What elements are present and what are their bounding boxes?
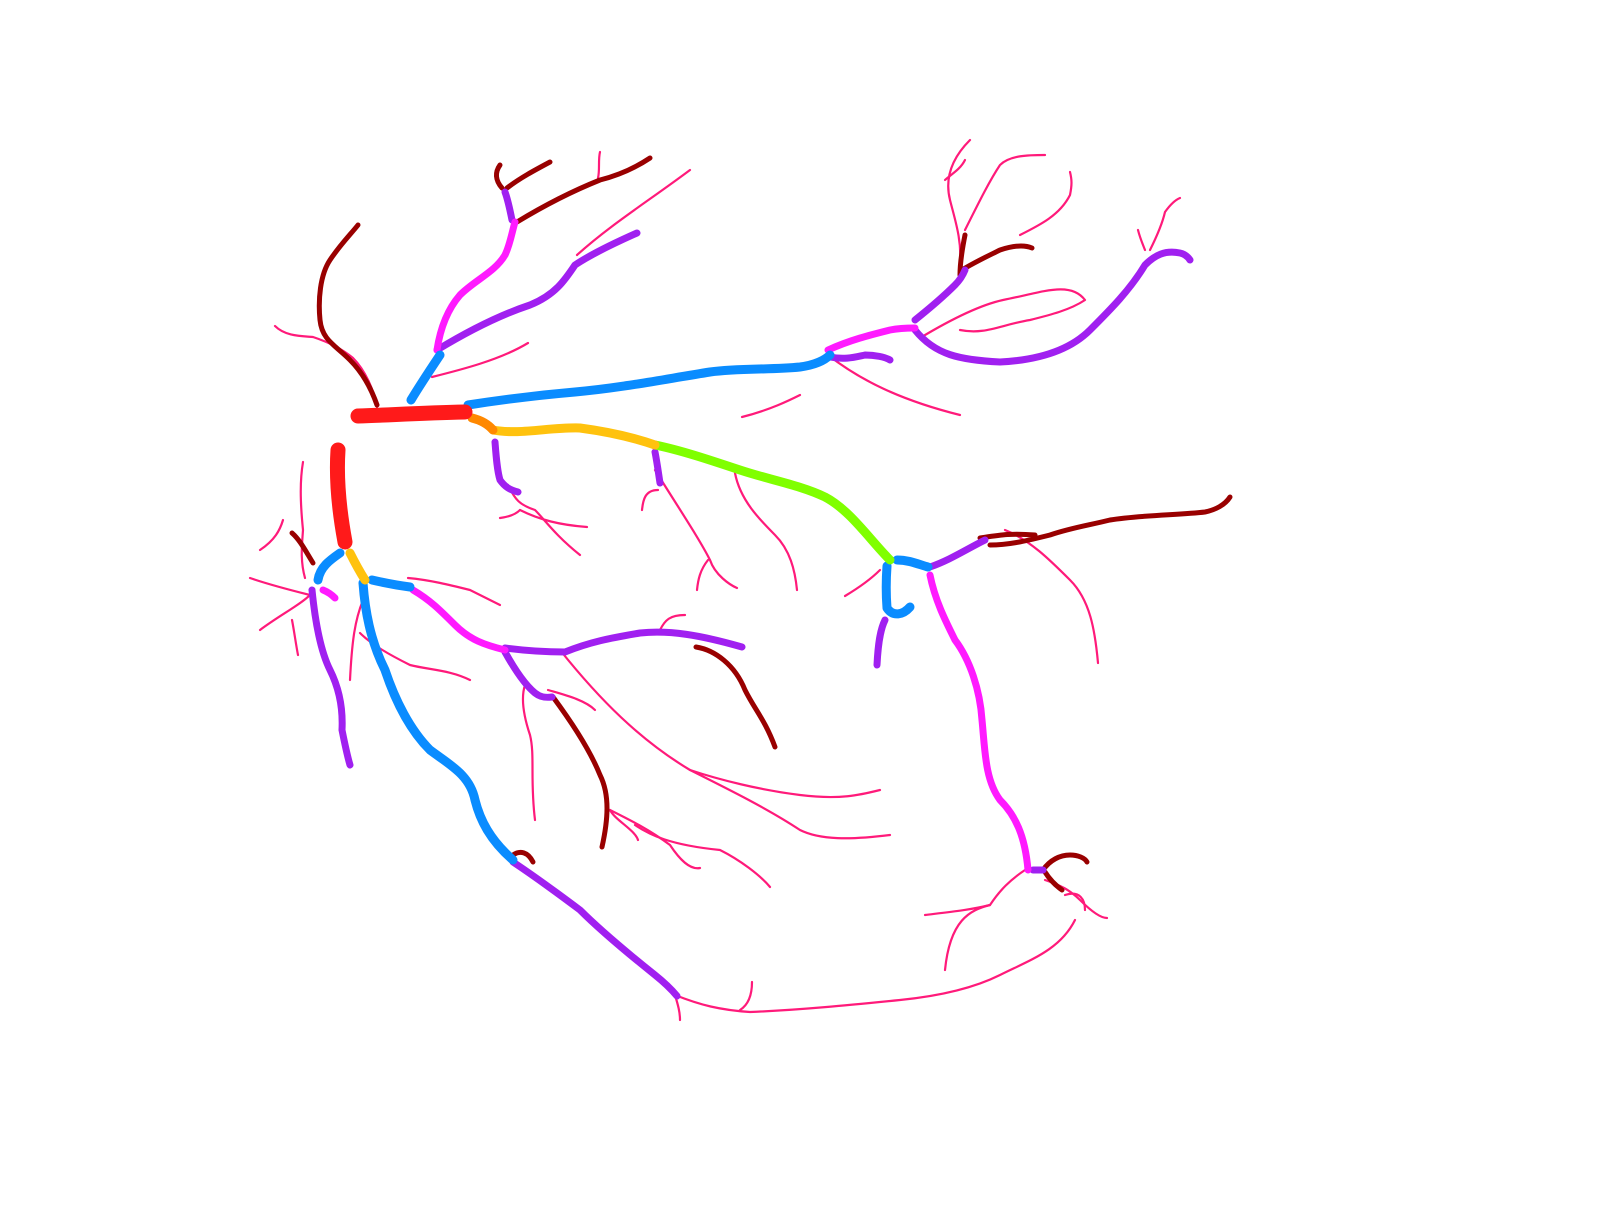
- level-1-vessels: [467, 413, 498, 435]
- vessel-segment: [1042, 869, 1065, 893]
- vessel-segment: [892, 555, 933, 572]
- capillary: [963, 153, 1047, 232]
- capillary: [923, 903, 992, 917]
- vessel-segment: [316, 222, 380, 408]
- vessel-segment: [313, 548, 345, 585]
- capillary: [1148, 196, 1182, 252]
- capillary: [633, 823, 772, 889]
- vessel-segment: [308, 586, 354, 769]
- vessel-segment: [501, 188, 516, 224]
- capillary: [558, 648, 892, 840]
- vessel-segment: [881, 561, 915, 619]
- vessel-segment: [987, 494, 1233, 548]
- level-7-vessels: [289, 155, 1233, 893]
- vessel-segment: [329, 442, 353, 550]
- capillary: [258, 593, 312, 632]
- capillary: [348, 598, 365, 682]
- level-3-vessels: [650, 440, 895, 565]
- vessel-segment: [926, 536, 989, 571]
- capillary: [248, 576, 312, 597]
- vessel-segment: [501, 628, 746, 656]
- capillary: [943, 158, 967, 182]
- capillary: [430, 341, 530, 379]
- capillary: [740, 393, 802, 419]
- capillary: [406, 576, 502, 607]
- vessel-segment: [1040, 852, 1090, 873]
- vessel-segment: [467, 413, 498, 435]
- vessel-segment: [514, 155, 653, 225]
- vessel-segment: [873, 616, 889, 669]
- vessel-segment: [509, 858, 681, 1000]
- capillary: [608, 808, 702, 870]
- vessel-segment: [494, 162, 505, 191]
- vessel-segment: [826, 351, 894, 364]
- capillary: [688, 768, 882, 799]
- capillary: [947, 138, 972, 267]
- vessel-segment: [651, 448, 664, 487]
- vessel-segment: [959, 243, 1035, 273]
- vessel-segment: [504, 159, 553, 191]
- level-6-vessels: [308, 188, 1194, 1000]
- capillary: [738, 980, 754, 1012]
- trunk-vessels: [329, 404, 473, 550]
- vessel-segment: [491, 438, 522, 496]
- vessel-segment: [350, 404, 473, 424]
- vessel-segment: [433, 229, 641, 354]
- capillary: [258, 518, 285, 552]
- vessel-segment: [824, 324, 919, 354]
- vessel-segment: [550, 694, 610, 850]
- capillary: [521, 683, 537, 822]
- vessel-segment: [463, 350, 835, 410]
- capillary: [596, 150, 602, 180]
- capillary: [843, 568, 882, 598]
- capillary: [943, 868, 1027, 972]
- capillary: [658, 613, 687, 632]
- capillary: [290, 618, 300, 657]
- vessel-segment: [693, 644, 778, 750]
- capillary: [299, 460, 307, 580]
- capillary: [498, 508, 522, 520]
- capillary: [608, 808, 640, 842]
- vessel-segment: [345, 548, 370, 585]
- capillary: [1063, 892, 1087, 912]
- capillary: [695, 558, 710, 592]
- vessel-segment: [319, 586, 339, 602]
- capillary: [518, 508, 589, 529]
- capillary: [653, 468, 739, 590]
- vessel-segment: [926, 571, 1032, 874]
- capillary: [1136, 228, 1147, 252]
- capillary: [733, 471, 799, 592]
- capillary: [640, 488, 660, 512]
- level-4-vessels: [313, 350, 933, 865]
- capillary: [826, 353, 962, 417]
- vessel-segment: [488, 423, 660, 450]
- vessel-segment: [501, 648, 556, 701]
- capillary-network: [248, 138, 1182, 1022]
- capillary: [546, 688, 597, 712]
- vessel-segment: [289, 530, 316, 566]
- capillary: [575, 168, 692, 257]
- vessel-segment: [650, 440, 895, 565]
- vessel-segment: [358, 578, 518, 865]
- vessel-segment: [510, 849, 536, 865]
- capillary: [506, 483, 582, 557]
- capillary: [1018, 170, 1073, 237]
- vessel-segment: [911, 266, 969, 324]
- capillary: [673, 918, 1077, 1014]
- vessel-segment: [406, 350, 445, 405]
- vessel-segment: [433, 218, 519, 354]
- vessel-segment: [977, 531, 1038, 541]
- level-2-vessels: [345, 423, 660, 585]
- vessel-segment: [957, 232, 968, 278]
- level-5-vessels: [319, 218, 1032, 874]
- vessel-segment: [367, 575, 415, 592]
- vessel-segment: [911, 248, 1194, 366]
- vessel-segment: [409, 586, 509, 654]
- capillary: [918, 288, 1087, 340]
- capillary: [1003, 528, 1100, 665]
